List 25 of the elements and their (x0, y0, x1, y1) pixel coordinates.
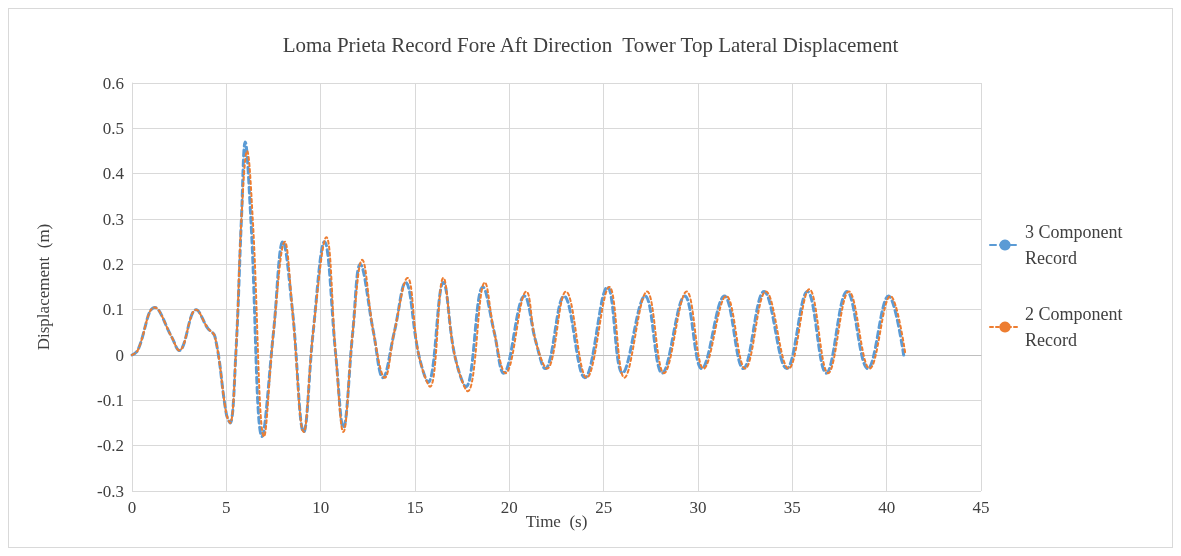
x-tick-label: 0 (127, 498, 137, 517)
legend-label: 3 Component Record (1025, 222, 1123, 268)
y-axis-title: Displacement (m) (34, 223, 53, 351)
x-tick-label: 45 (972, 498, 990, 517)
chart-title: Loma Prieta Record Fore Aft Direction Tower Top Lateral Displacement (282, 32, 899, 57)
y-tick-label: 0.2 (102, 254, 124, 274)
x-tick-label: 30 (689, 498, 707, 517)
x-tick-label: 10 (312, 498, 330, 517)
y-tick-label: 0 (115, 345, 124, 365)
x-tick-label: 15 (406, 498, 424, 517)
y-tick-label: -0.1 (97, 390, 124, 410)
x-tick-label: 35 (783, 498, 801, 517)
y-tick-label: -0.3 (97, 481, 124, 501)
x-tick-label: 5 (222, 498, 231, 517)
y-tick-label: 0.1 (102, 300, 124, 320)
y-tick-label: -0.2 (97, 436, 124, 456)
y-tick-label: 0.5 (102, 118, 124, 138)
x-axis-title: Time (s) (525, 512, 588, 531)
y-tick-label: 0.6 (102, 73, 124, 93)
x-tick-label: 25 (595, 498, 613, 517)
x-tick-label: 40 (878, 498, 896, 517)
y-tick-label: 0.3 (102, 209, 124, 229)
x-tick-label: 20 (500, 498, 518, 517)
legend-label: 2 Component Record (1025, 304, 1123, 350)
y-tick-label: 0.4 (102, 164, 125, 184)
